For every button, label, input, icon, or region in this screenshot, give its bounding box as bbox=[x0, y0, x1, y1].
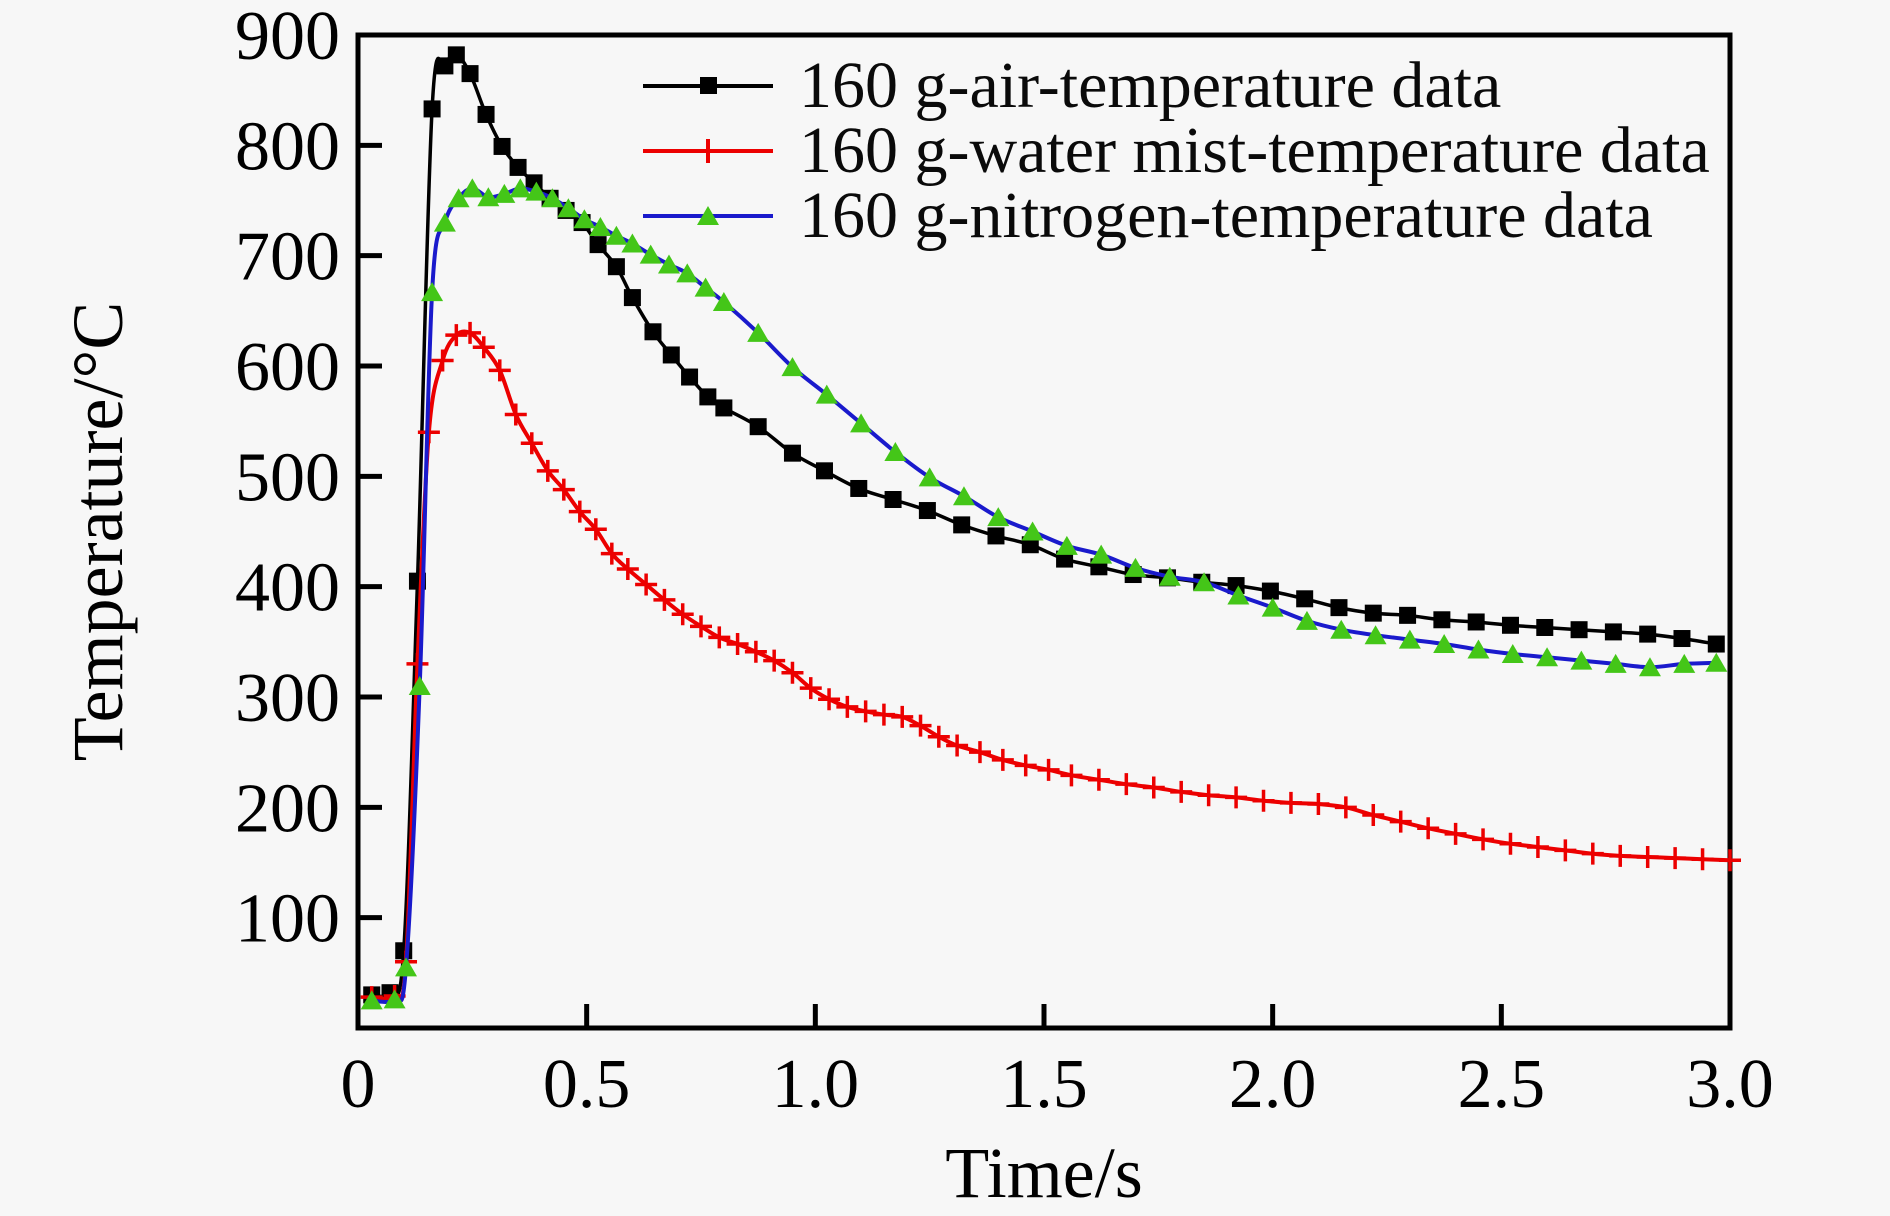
x-ticks bbox=[584, 1004, 1504, 1028]
y-ticks bbox=[358, 142, 382, 921]
y-tick-label: 900 bbox=[235, 0, 340, 75]
x-tick-label: 0 bbox=[341, 1046, 376, 1123]
y-tick-label: 500 bbox=[235, 439, 340, 516]
x-tick-label: 3.0 bbox=[1686, 1046, 1774, 1123]
y-tick-label: 200 bbox=[235, 770, 340, 847]
legend-label-nitrogen: 160 g-nitrogen-temperature data bbox=[799, 179, 1653, 252]
legend-label-water-mist: 160 g-water mist-temperature data bbox=[799, 114, 1710, 187]
y-tick-label: 300 bbox=[235, 660, 340, 737]
legend-item-nitrogen: 160 g-nitrogen-temperature data bbox=[643, 179, 1710, 252]
y-tick-labels: 100 200 300 400 500 600 700 800 900 bbox=[235, 0, 340, 958]
x-tick-label: 1.5 bbox=[1000, 1046, 1088, 1123]
x-tick-label: 2.5 bbox=[1458, 1046, 1546, 1123]
x-tick-labels: 0 0.5 1.0 1.5 2.0 2.5 3.0 bbox=[341, 1046, 1774, 1123]
x-axis-title: Time/s bbox=[945, 1133, 1142, 1213]
triangle-marker-icon bbox=[697, 205, 719, 225]
legend-label-air: 160 g-air-temperature data bbox=[799, 49, 1502, 122]
legend-item-water-mist: 160 g-water mist-temperature data bbox=[643, 114, 1710, 187]
plus-marker-icon bbox=[696, 138, 720, 163]
series-water-mist bbox=[360, 321, 1741, 1009]
y-tick-label: 600 bbox=[235, 329, 340, 406]
x-tick-label: 2.0 bbox=[1229, 1046, 1317, 1123]
legend-line-sample-nitrogen bbox=[643, 183, 773, 248]
y-axis-title: Temperature/°C bbox=[58, 302, 138, 762]
legend-line-sample-air bbox=[643, 53, 773, 118]
legend-line-sample-water-mist bbox=[643, 118, 773, 183]
y-tick-label: 400 bbox=[235, 550, 340, 627]
y-tick-label: 100 bbox=[235, 881, 340, 958]
series-nitrogen bbox=[360, 178, 1728, 1010]
y-tick-label: 700 bbox=[235, 219, 340, 296]
legend-item-air: 160 g-air-temperature data bbox=[643, 49, 1710, 122]
x-tick-label: 0.5 bbox=[543, 1046, 631, 1123]
square-marker-icon bbox=[699, 77, 717, 94]
y-tick-label: 800 bbox=[235, 108, 340, 185]
legend: 160 g-air-temperature data 160 g-water m… bbox=[643, 49, 1710, 252]
x-tick-label: 1.0 bbox=[772, 1046, 860, 1123]
